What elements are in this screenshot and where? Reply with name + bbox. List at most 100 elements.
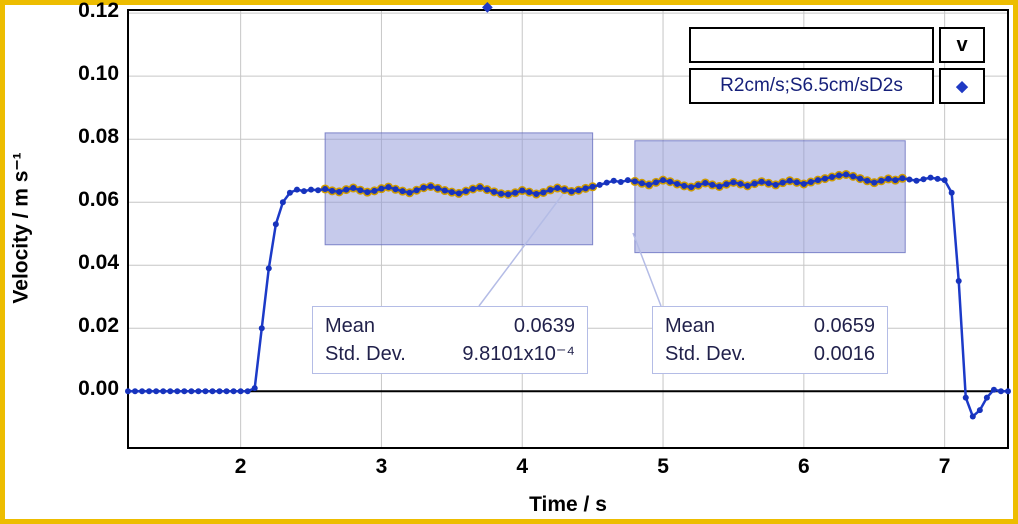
data-point[interactable] [631, 178, 638, 185]
data-point[interactable] [653, 179, 659, 186]
data-point[interactable] [589, 183, 596, 190]
data-point[interactable] [343, 186, 350, 193]
data-point[interactable] [202, 388, 209, 395]
data-point[interactable] [413, 187, 420, 194]
data-point[interactable] [385, 184, 392, 191]
data-point[interactable] [976, 407, 983, 414]
data-point[interactable] [561, 186, 568, 193]
data-point[interactable] [498, 190, 505, 197]
stats-box-1[interactable]: Mean 0.0639 Std. Dev. 9.8101x10⁻⁴ [312, 306, 588, 374]
data-point[interactable] [955, 277, 962, 284]
data-point[interactable] [554, 185, 561, 192]
data-point[interactable] [892, 177, 899, 184]
data-point[interactable] [885, 175, 892, 182]
data-point[interactable] [582, 185, 589, 192]
data-point[interactable] [793, 179, 800, 186]
data-point[interactable] [941, 177, 948, 184]
data-point[interactable] [469, 185, 476, 192]
data-point[interactable] [427, 183, 434, 190]
data-point[interactable] [779, 179, 786, 186]
data-point[interactable] [723, 181, 730, 188]
data-point[interactable] [829, 174, 835, 181]
data-point[interactable] [209, 388, 216, 395]
data-point[interactable] [709, 181, 716, 188]
data-point[interactable] [371, 187, 378, 194]
data-point[interactable] [864, 177, 871, 184]
data-point[interactable] [878, 177, 885, 184]
data-point[interactable] [293, 186, 300, 193]
data-point[interactable] [603, 179, 610, 186]
data-point[interactable] [899, 175, 906, 182]
data-point[interactable] [758, 178, 765, 185]
data-point[interactable] [990, 386, 997, 393]
data-point[interactable] [167, 388, 174, 395]
data-point[interactable] [610, 177, 617, 184]
data-point[interactable] [519, 187, 526, 194]
data-point[interactable] [596, 181, 603, 188]
data-point[interactable] [174, 388, 181, 395]
data-point[interactable] [301, 188, 307, 195]
data-point[interactable] [850, 173, 857, 180]
stats-box-2[interactable]: Mean 0.0659 Std. Dev. 0.0016 [652, 306, 888, 374]
data-point[interactable] [336, 188, 343, 195]
data-point[interactable] [744, 182, 751, 189]
legend-empty-box[interactable] [689, 27, 934, 63]
data-point[interactable] [329, 187, 336, 194]
data-point[interactable] [695, 182, 702, 189]
data-point[interactable] [181, 388, 188, 395]
data-point[interactable] [455, 190, 462, 197]
data-point[interactable] [737, 180, 744, 187]
legend-channel-v[interactable]: v [939, 27, 985, 63]
data-point[interactable] [681, 182, 688, 189]
data-point[interactable] [807, 179, 814, 186]
data-point[interactable] [934, 175, 941, 182]
data-point[interactable] [836, 172, 843, 179]
data-point[interactable] [983, 394, 990, 401]
data-point[interactable] [962, 394, 969, 401]
data-point[interactable] [920, 176, 927, 183]
data-point[interactable] [462, 188, 469, 195]
data-point[interactable] [308, 186, 315, 193]
plot-area[interactable] [5, 5, 1013, 519]
data-point[interactable] [153, 388, 160, 395]
legend-series-label[interactable]: R2cm/s;S6.5cm/sD2s [689, 68, 934, 104]
data-point[interactable] [434, 185, 441, 192]
data-point[interactable] [505, 191, 512, 198]
data-point[interactable] [568, 188, 575, 195]
data-point[interactable] [800, 180, 807, 187]
data-point[interactable] [315, 187, 322, 194]
data-point[interactable] [843, 171, 850, 178]
data-point[interactable] [969, 413, 976, 420]
data-point[interactable] [251, 385, 258, 392]
selection-handle-icon[interactable]: ◆ [482, 0, 493, 14]
data-point[interactable] [540, 189, 547, 196]
data-point[interactable] [624, 177, 631, 184]
data-point[interactable] [814, 177, 821, 184]
data-point[interactable] [688, 184, 695, 191]
data-point[interactable] [730, 179, 737, 186]
data-point[interactable] [667, 178, 674, 185]
data-point[interactable] [160, 388, 167, 395]
data-point[interactable] [997, 388, 1004, 395]
data-point[interactable] [357, 187, 364, 194]
data-point[interactable] [906, 176, 913, 183]
data-point[interactable] [477, 184, 483, 191]
data-point[interactable] [772, 181, 779, 188]
data-point[interactable] [392, 186, 399, 193]
data-point[interactable] [512, 189, 519, 196]
data-point[interactable] [927, 174, 934, 181]
data-point[interactable] [645, 181, 652, 188]
data-point[interactable] [1005, 388, 1011, 395]
data-point[interactable] [448, 189, 455, 196]
data-point[interactable] [146, 388, 153, 395]
data-point[interactable] [857, 175, 864, 182]
data-point[interactable] [547, 186, 554, 193]
data-point[interactable] [441, 187, 448, 194]
data-point[interactable] [216, 388, 223, 395]
data-point[interactable] [533, 191, 540, 198]
data-point[interactable] [871, 179, 878, 186]
data-point[interactable] [230, 388, 237, 395]
data-point[interactable] [674, 180, 681, 187]
data-point[interactable] [638, 180, 645, 187]
data-point[interactable] [526, 189, 533, 196]
